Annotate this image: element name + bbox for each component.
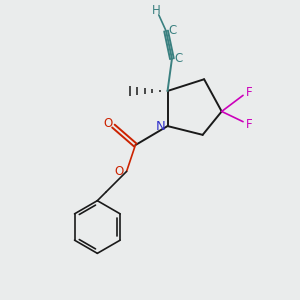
Text: C: C (174, 52, 182, 65)
Text: O: O (103, 117, 113, 130)
Text: F: F (246, 86, 253, 99)
Text: N: N (156, 120, 166, 133)
Text: C: C (168, 25, 177, 38)
Text: F: F (246, 118, 253, 131)
Text: O: O (115, 165, 124, 178)
Text: H: H (152, 4, 160, 17)
